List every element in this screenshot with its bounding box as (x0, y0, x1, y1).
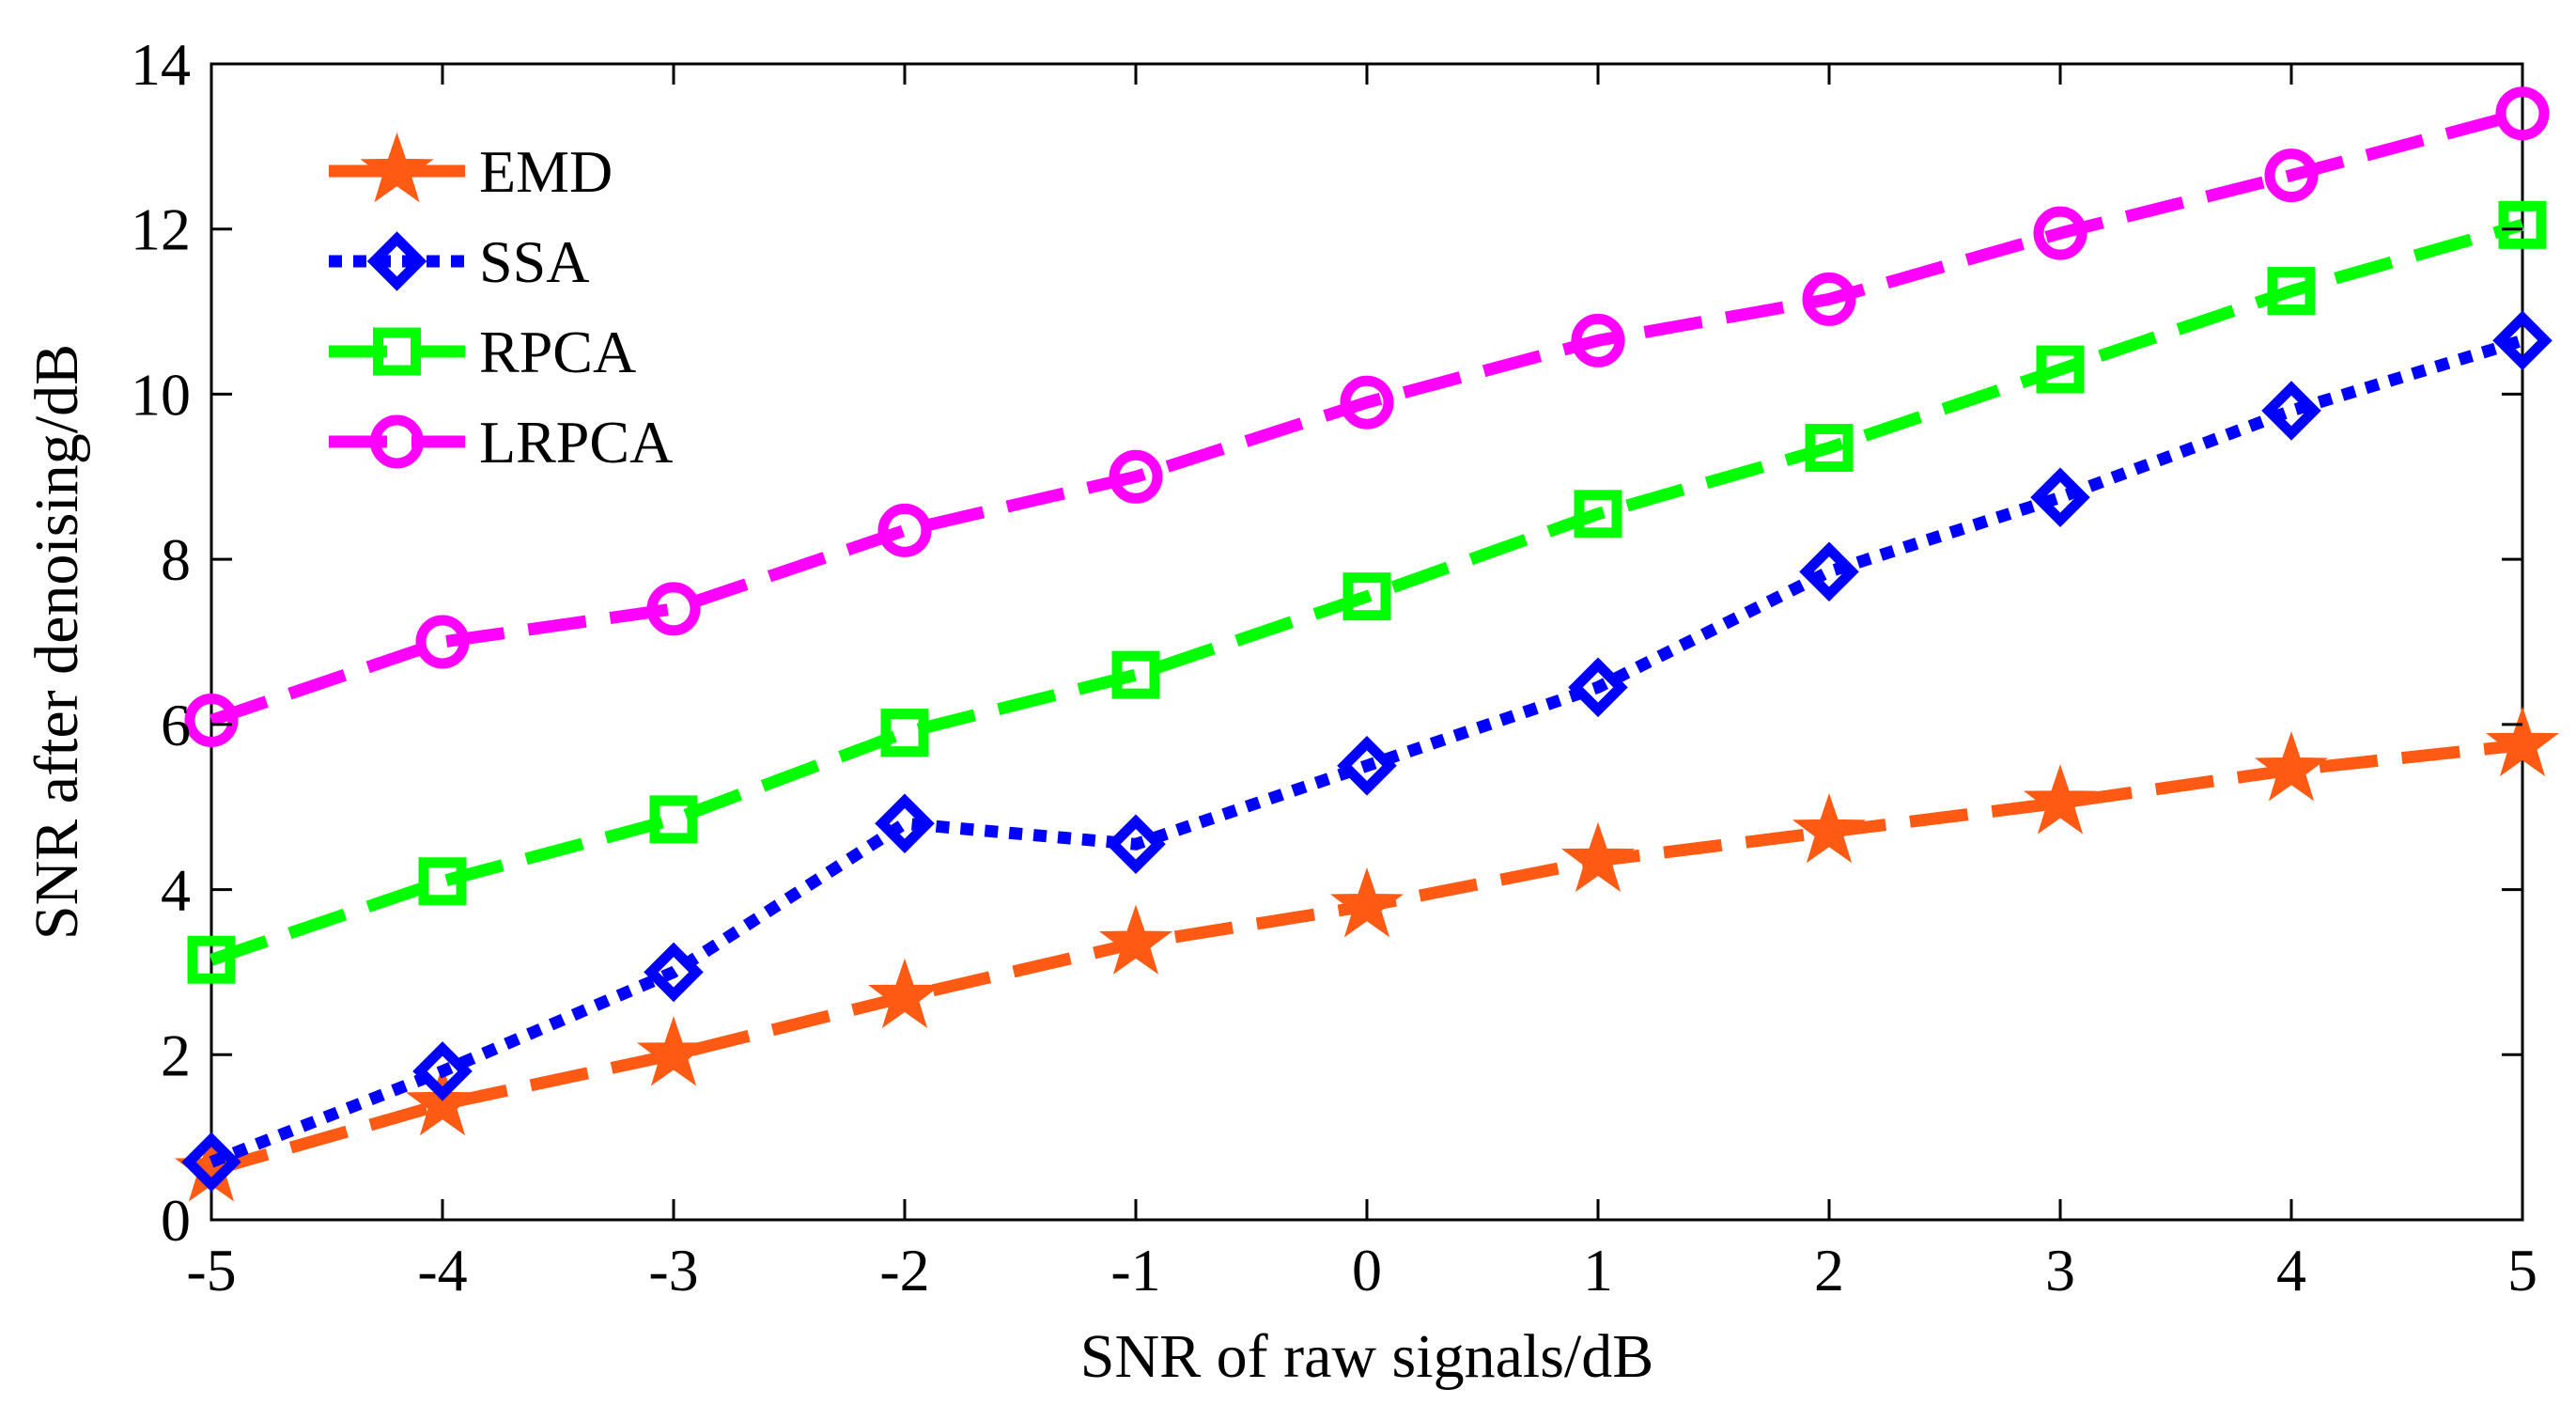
legend-marker-rpca (373, 327, 421, 376)
data-point-lrpca (1571, 313, 1625, 367)
data-point-emd (2485, 706, 2560, 777)
data-point-emd (636, 1016, 711, 1086)
data-point-lrpca (2264, 148, 2319, 203)
legend-label-rpca: RPCA (479, 319, 636, 385)
data-point-rpca (1574, 490, 1622, 538)
data-point-emd (1098, 904, 1173, 975)
series-lrpca (184, 86, 2550, 747)
series-line-rpca (209, 219, 2524, 966)
legend-item-ssa: SSA (329, 228, 589, 295)
legend-item-lrpca: LRPCA (329, 409, 673, 476)
y-tick-label: 4 (161, 857, 191, 924)
data-point-emd (867, 958, 942, 1028)
y-axis-label: SNR after denoising/dB (23, 344, 91, 940)
y-tick-label: 2 (161, 1022, 191, 1088)
x-tick-label: -1 (1110, 1237, 1160, 1303)
legend-item-emd: EMD (329, 132, 613, 205)
legend-marker-lrpca (370, 414, 424, 469)
data-point-ssa (2030, 467, 2090, 528)
data-point-lrpca (2033, 206, 2087, 260)
legend-marker-ssa (366, 231, 427, 291)
data-point-lrpca (184, 693, 239, 747)
data-point-rpca (1111, 650, 1160, 699)
x-axis-label: SNR of raw signals/dB (1080, 1322, 1654, 1391)
y-tick-label: 10 (131, 361, 191, 428)
x-tick-label: -5 (186, 1237, 236, 1303)
data-point-lrpca (1109, 449, 1163, 504)
series-line-lrpca (209, 107, 2524, 726)
y-tick-label: 12 (131, 196, 191, 263)
data-point-ssa (1337, 736, 1397, 796)
data-point-lrpca (2495, 86, 2550, 141)
series-line-emd (209, 739, 2523, 1177)
x-tick-label: -4 (417, 1237, 467, 1303)
data-point-rpca (880, 709, 929, 757)
x-tick-label: -3 (648, 1237, 698, 1303)
data-point-ssa (412, 1041, 473, 1101)
series-rpca (187, 200, 2547, 984)
data-point-ssa (644, 942, 704, 1003)
y-tick-label: 6 (161, 692, 191, 758)
data-point-rpca (1805, 424, 1854, 473)
y-tick-label: 8 (161, 526, 191, 593)
series-emd (174, 706, 2560, 1202)
data-point-lrpca (415, 615, 470, 669)
y-tick-label: 0 (161, 1187, 191, 1254)
x-tick-label: 0 (1352, 1237, 1382, 1303)
data-point-ssa (1799, 541, 1859, 602)
data-point-emd (2023, 764, 2098, 835)
legend-item-rpca: RPCA (329, 319, 636, 385)
data-point-ssa (181, 1131, 241, 1193)
data-point-ssa (1568, 657, 1628, 718)
data-point-lrpca (1340, 375, 1394, 429)
data-point-rpca (187, 935, 236, 984)
data-point-ssa (2492, 310, 2553, 371)
data-point-ssa (875, 793, 935, 854)
legend-label-ssa: SSA (479, 228, 589, 295)
data-point-rpca (1342, 572, 1391, 621)
data-point-lrpca (877, 503, 932, 557)
data-point-emd (1792, 793, 1867, 864)
data-point-emd (2254, 731, 2329, 802)
data-point-rpca (649, 795, 698, 844)
data-point-lrpca (646, 582, 701, 636)
y-tick-label: 14 (131, 31, 191, 98)
data-point-lrpca (1802, 272, 1856, 326)
legend-label-lrpca: LRPCA (479, 409, 673, 476)
data-point-ssa (1106, 814, 1166, 875)
legend: EMD SSA RPCA LRPCA (329, 132, 673, 476)
x-tick-label: 3 (2045, 1237, 2075, 1303)
data-point-rpca (418, 857, 467, 906)
data-point-emd (1329, 866, 1404, 938)
series-ssa (181, 310, 2553, 1193)
data-point-rpca (2498, 200, 2547, 249)
data-point-rpca (2036, 345, 2085, 394)
data-point-emd (1560, 821, 1636, 893)
x-tick-label: 1 (1583, 1237, 1613, 1303)
data-point-rpca (2267, 267, 2316, 316)
series-line-ssa (209, 335, 2524, 1168)
data-point-ssa (2261, 381, 2321, 441)
x-tick-label: 2 (1814, 1237, 1844, 1303)
x-tick-label: -2 (879, 1237, 929, 1303)
legend-label-emd: EMD (479, 138, 613, 205)
legend-marker-emd (360, 132, 434, 203)
x-tick-label: 4 (2276, 1237, 2306, 1303)
x-tick-label: 5 (2507, 1237, 2537, 1303)
